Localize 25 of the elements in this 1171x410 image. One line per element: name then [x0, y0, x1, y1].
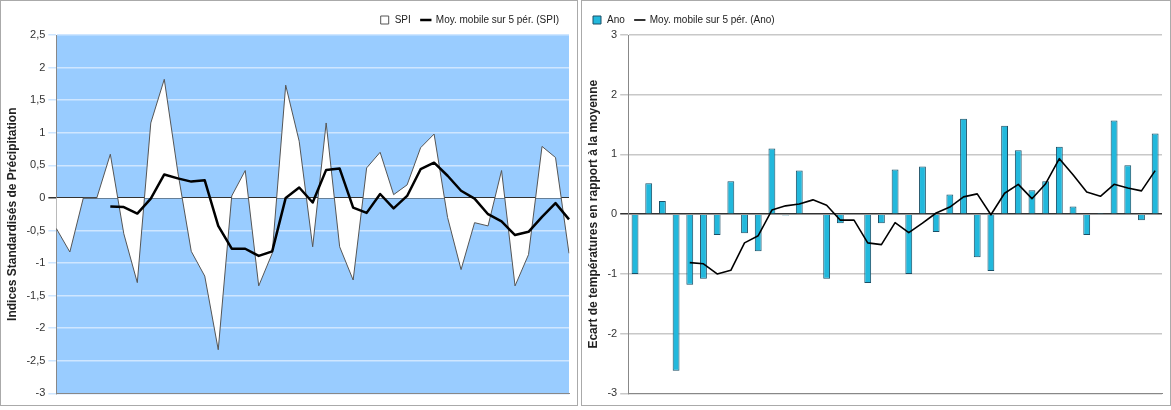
- y-tick-label: 1,5: [30, 93, 46, 106]
- y-axis-title: Indices Standardisés de Précipitation: [4, 107, 19, 321]
- legend-label: Ano: [607, 13, 626, 25]
- y-tick-label: -2: [607, 326, 618, 339]
- y-tick-label: 2,5: [30, 28, 46, 41]
- y-tick-label: -3: [607, 386, 618, 399]
- y-tick-label: 2: [611, 87, 618, 100]
- y-tick-label: 0: [39, 190, 46, 203]
- y-tick-label: -1: [35, 256, 46, 269]
- y-tick-label: 1: [39, 125, 46, 138]
- y-tick-label: 2: [39, 60, 46, 73]
- legend-label: SPI: [394, 13, 411, 25]
- y-tick-label: 0: [611, 207, 618, 220]
- y-axis-title: Ecart de températures en rapport à la moyenne: [585, 79, 600, 349]
- legend-label: Moy. mobile sur 5 pér. (SPI): [435, 13, 560, 25]
- legend-label: Moy. mobile sur 5 pér. (Ano): [649, 13, 775, 25]
- y-tick-label: 3: [611, 28, 618, 41]
- y-tick-label: 0,5: [30, 158, 46, 171]
- y-tick-label: -0,5: [26, 223, 46, 236]
- y-tick-label: 1: [611, 147, 618, 160]
- y-tick-label: -2: [35, 321, 46, 334]
- y-tick-label: -1,5: [26, 288, 46, 301]
- y-tick-label: -3: [35, 386, 46, 399]
- y-tick-label: -1: [607, 266, 618, 279]
- y-tick-label: -2,5: [26, 353, 46, 366]
